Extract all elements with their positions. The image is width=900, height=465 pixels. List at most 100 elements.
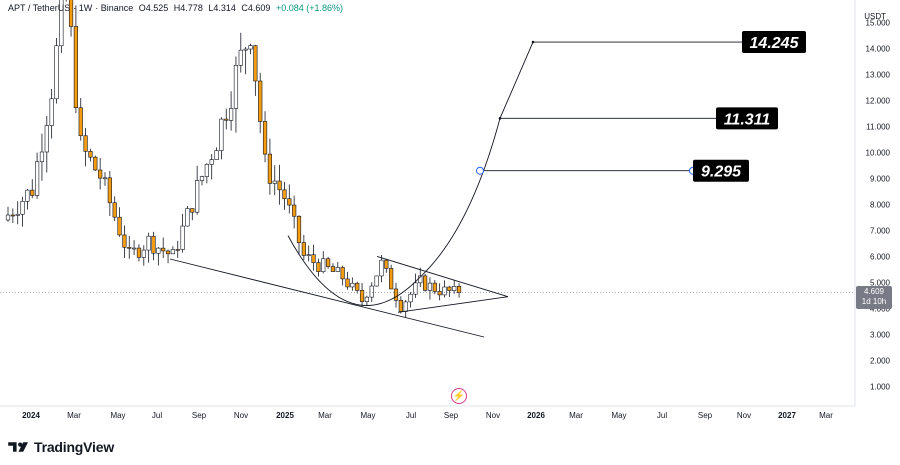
candle-body (78, 107, 83, 137)
x-tick-label: Nov (234, 411, 248, 420)
candle-body (398, 300, 403, 312)
candle-body (311, 254, 316, 263)
candle-body (214, 150, 219, 160)
x-tick-label: 2024 (22, 411, 40, 420)
candle-body (432, 282, 437, 292)
target-label: 14.245 (750, 35, 800, 52)
candle-body (355, 282, 360, 291)
tradingview-logo[interactable]: TradingView (8, 439, 114, 455)
candle-body (5, 214, 11, 221)
candle-body (325, 258, 331, 267)
target-label-box (716, 107, 778, 130)
exchange-label: Binance (100, 3, 134, 13)
x-tick-label: 2027 (778, 411, 796, 420)
candle-body (161, 247, 166, 252)
candle-body (49, 98, 54, 126)
y-tick-label: 15.000 (866, 18, 891, 27)
open-value: O4.525 (138, 3, 169, 13)
candle-body (117, 216, 122, 236)
symbol-legend: APT / TetherUS · 1W · Binance O4.525 H4.77… (8, 3, 343, 13)
candle-body (122, 234, 127, 248)
candle-body (127, 247, 132, 249)
candle-body (413, 282, 418, 295)
candle-body (403, 301, 408, 312)
x-tick-label: Jul (152, 411, 162, 420)
candle-body (427, 282, 433, 291)
candle-body (180, 225, 185, 250)
candle-body (330, 266, 336, 272)
candle-body (107, 177, 112, 204)
currency-unit-label[interactable]: USDT (864, 12, 886, 21)
bar-countdown: 1d 10h (861, 297, 887, 306)
x-tick-label: Sep (192, 411, 207, 420)
candle-body (369, 285, 374, 298)
x-tick-label: Mar (819, 411, 833, 420)
candle-body (277, 180, 282, 191)
candle-body (456, 286, 462, 293)
candle-body (321, 258, 326, 272)
candle-body (345, 278, 350, 288)
candle-body (253, 45, 258, 82)
candle-body (393, 288, 399, 301)
candle-body (292, 204, 297, 217)
current-price-tag: 4.609 1d 10h (856, 286, 892, 309)
candle-body (437, 291, 442, 296)
brand-name: TradingView (34, 439, 115, 455)
candle-body (83, 135, 88, 152)
triangle-upper-line (376, 255, 509, 298)
y-tick-label: 8.000 (870, 200, 891, 209)
support-trendline (169, 258, 485, 338)
candle-body (10, 214, 15, 217)
candle-body (287, 198, 292, 206)
target-point (531, 40, 535, 44)
candle-body (238, 49, 243, 66)
close-value: C4.609 (241, 3, 271, 13)
y-tick-label: 5.000 (870, 278, 891, 287)
candle-body (102, 177, 108, 180)
candle-body (54, 45, 59, 100)
y-tick-label: 14.000 (866, 44, 891, 53)
candle-body (44, 125, 49, 153)
candle-body (185, 208, 190, 227)
candle-body (384, 259, 389, 269)
target-handle (476, 166, 484, 175)
x-tick-label: Sep (444, 411, 459, 420)
x-tick-label: Mar (569, 411, 583, 420)
candle-body (282, 189, 287, 199)
candle-body (262, 121, 268, 155)
target-point (498, 117, 502, 120)
y-tick-label: 7.000 (870, 226, 891, 235)
candle-body (243, 48, 248, 51)
x-tick-label: Jul (406, 411, 416, 420)
candle-body (151, 235, 156, 254)
flash-icon[interactable]: ⚡ (451, 388, 467, 404)
x-tick-label: Nov (737, 411, 751, 420)
candle-body (316, 262, 321, 272)
current-price-value: 4.609 (863, 287, 885, 296)
candle-body (136, 247, 142, 258)
candle-body (442, 286, 447, 296)
candle-body (25, 189, 30, 202)
target-label: 9.295 (701, 164, 742, 181)
y-tick-label: 11.000 (866, 122, 890, 131)
candle-body (141, 249, 146, 258)
interval-label[interactable]: 1W (78, 3, 93, 13)
candle-body (59, 0, 64, 47)
y-tick-label: 9.000 (870, 174, 891, 183)
candle-body (209, 159, 214, 165)
x-tick-label: Jul (657, 411, 667, 420)
candle-body (301, 242, 306, 256)
tradingview-logo-icon (8, 442, 28, 452)
high-value: H4.778 (173, 3, 203, 13)
candle-body (195, 180, 200, 213)
candle-body (68, 0, 74, 27)
candle-body (190, 208, 195, 213)
target-label-box (693, 159, 749, 182)
candle-body (233, 65, 239, 109)
y-tick-label: 6.000 (870, 252, 891, 261)
symbol-name[interactable]: APT / TetherUS (8, 3, 71, 13)
candle-body (219, 118, 224, 151)
candle-body (272, 180, 277, 184)
low-value: L4.314 (208, 3, 236, 13)
